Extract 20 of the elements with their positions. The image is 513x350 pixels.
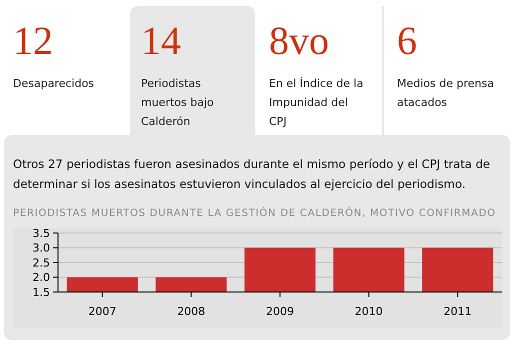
x-tick-label: 2011 <box>444 305 472 318</box>
x-tick-label: 2009 <box>266 305 294 318</box>
y-tick-label: 2.0 <box>32 271 50 284</box>
text: Periodistas muertos bajo Calderón <box>141 77 214 128</box>
y-tick-label: 3.5 <box>32 226 50 240</box>
text: Desaparecidos <box>13 77 94 90</box>
text: 12 <box>13 18 53 63</box>
y-tick-label: 3.0 <box>32 242 50 255</box>
text: Medios de prensa atacados <box>397 77 494 109</box>
text: 14 <box>141 18 181 63</box>
chart-subtitle: Otros 27 periodistas fueron asesinados durante el mismo período y el CPJ trata de determinar si los asesinatos estuvieron vinculados al ejercicio del periodismo. <box>13 157 490 191</box>
text: En el Índice de la Impunidad del CPJ <box>269 76 364 128</box>
x-tick-label: 2007 <box>88 305 116 318</box>
y-tick-label: 1.5 <box>32 286 50 299</box>
x-tick-label: 2008 <box>177 305 206 318</box>
y-tick-label: 2.5 <box>32 256 50 270</box>
text: 6 <box>397 18 417 63</box>
text: 8vo <box>269 18 329 63</box>
x-tick-label: 2010 <box>354 305 383 318</box>
chart-title: PERIODISTAS MUERTOS DURANTE LA GESTIÓN DE CALDERÓN, MOTIVO CONFIRMADO <box>13 206 496 219</box>
